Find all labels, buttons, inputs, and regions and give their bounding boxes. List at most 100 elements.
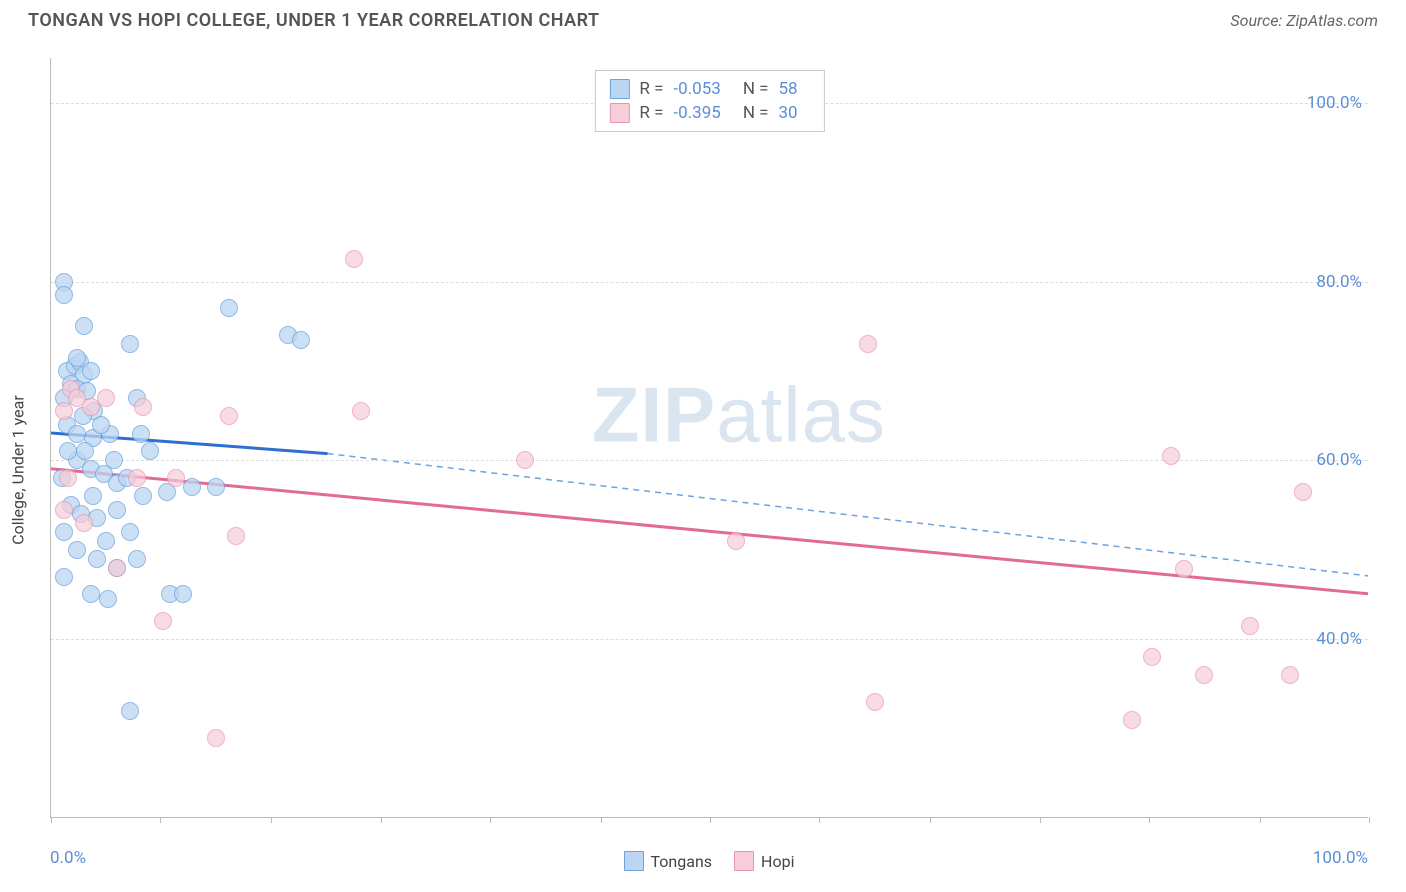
trend-lines	[51, 58, 1368, 817]
x-tick-mark	[160, 817, 161, 823]
point-hopi	[167, 469, 185, 487]
stats-row-tongans: R = -0.053 N = 58	[609, 77, 809, 101]
stats-row-hopi: R =-0.395N =30	[609, 101, 809, 125]
point-tongans	[121, 335, 139, 353]
x-tick-mark	[271, 817, 272, 823]
x-tick-mark	[1260, 817, 1261, 823]
point-hopi	[866, 693, 884, 711]
point-tongans	[292, 331, 310, 349]
trend-line	[51, 469, 1368, 594]
x-tick-mark	[1369, 817, 1370, 823]
point-tongans	[55, 523, 73, 541]
point-tongans	[68, 541, 86, 559]
y-tick-label: 100.0%	[1307, 93, 1362, 113]
point-tongans	[97, 532, 115, 550]
watermark-zip: ZIP	[592, 370, 716, 458]
watermark-atlas: atlas	[716, 370, 886, 458]
point-hopi	[97, 389, 115, 407]
trend-line	[328, 454, 1368, 576]
point-hopi	[55, 501, 73, 519]
point-hopi	[75, 514, 93, 532]
x-tick-mark	[51, 817, 52, 823]
point-hopi	[1241, 617, 1259, 635]
point-tongans	[141, 442, 159, 460]
point-hopi	[59, 469, 77, 487]
point-tongans	[92, 416, 110, 434]
point-hopi	[154, 612, 172, 630]
x-tick-mark	[930, 817, 931, 823]
point-tongans	[84, 487, 102, 505]
point-tongans	[121, 702, 139, 720]
point-tongans	[121, 523, 139, 541]
point-tongans	[55, 568, 73, 586]
point-hopi	[220, 407, 238, 425]
point-hopi	[128, 469, 146, 487]
point-hopi	[345, 250, 363, 268]
x-tick-mark	[601, 817, 602, 823]
point-tongans	[108, 501, 126, 519]
y-tick-label: 40.0%	[1316, 629, 1362, 649]
point-hopi	[352, 402, 370, 420]
point-hopi	[516, 451, 534, 469]
point-tongans	[134, 487, 152, 505]
y-tick-label: 80.0%	[1316, 272, 1362, 292]
point-tongans	[76, 442, 94, 460]
stats-legend: R = -0.053 N = 58R = -0.395 N = 30	[594, 70, 824, 132]
point-hopi	[207, 729, 225, 747]
point-tongans	[55, 286, 73, 304]
point-tongans	[174, 585, 192, 603]
point-tongans	[183, 478, 201, 496]
gridline-h	[51, 639, 1368, 640]
point-tongans	[132, 425, 150, 443]
point-tongans	[207, 478, 225, 496]
point-tongans	[105, 451, 123, 469]
chart-source: Source: ZipAtlas.com	[1230, 11, 1378, 30]
point-hopi	[1281, 666, 1299, 684]
point-hopi	[1123, 711, 1141, 729]
x-tick-mark	[381, 817, 382, 823]
gridline-h	[51, 282, 1368, 283]
x-tick-label: 0.0%	[50, 848, 86, 868]
stats-n-value: 30	[779, 103, 798, 123]
stats-n-value: 58	[779, 79, 798, 99]
point-tongans	[68, 349, 86, 367]
x-tick-mark	[490, 817, 491, 823]
stats-r-value: -0.053	[673, 79, 720, 99]
stats-swatch	[609, 79, 629, 99]
point-hopi	[1175, 560, 1193, 578]
x-tick-mark	[819, 817, 820, 823]
point-tongans	[82, 585, 100, 603]
point-tongans	[88, 550, 106, 568]
point-hopi	[1162, 447, 1180, 465]
stats-swatch	[609, 103, 629, 123]
point-hopi	[227, 527, 245, 545]
point-hopi	[1195, 666, 1213, 684]
point-hopi	[134, 398, 152, 416]
point-hopi	[727, 532, 745, 550]
x-tick-mark	[710, 817, 711, 823]
point-hopi	[1143, 648, 1161, 666]
x-axis-labels: 0.0% 100.0%	[50, 848, 1368, 874]
point-tongans	[75, 317, 93, 335]
x-tick-label: 100.0%	[1313, 848, 1368, 868]
point-tongans	[128, 550, 146, 568]
point-tongans	[59, 442, 77, 460]
stats-r-label: R =	[639, 103, 663, 123]
point-hopi	[108, 559, 126, 577]
stats-r-label: R =	[639, 79, 663, 99]
point-tongans	[82, 362, 100, 380]
watermark: ZIPatlas	[592, 369, 886, 460]
chart-title: TONGAN VS HOPI COLLEGE, UNDER 1 YEAR COR…	[28, 10, 600, 31]
point-tongans	[220, 299, 238, 317]
plot-area: ZIPatlas R = -0.053 N = 58R = -0.395 N = 30 40…	[50, 58, 1368, 818]
point-hopi	[1294, 483, 1312, 501]
x-tick-mark	[1040, 817, 1041, 823]
chart-container: College, Under 1 year ZIPatlas R =-0.053…	[0, 48, 1406, 892]
chart-header: TONGAN VS HOPI COLLEGE, UNDER 1 YEAR COR…	[0, 0, 1406, 39]
point-hopi	[55, 402, 73, 420]
x-tick-mark	[1149, 817, 1150, 823]
point-hopi	[82, 398, 100, 416]
stats-r-value: -0.395	[673, 103, 720, 123]
y-tick-label: 60.0%	[1316, 450, 1362, 470]
stats-n-label: N =	[743, 79, 769, 99]
